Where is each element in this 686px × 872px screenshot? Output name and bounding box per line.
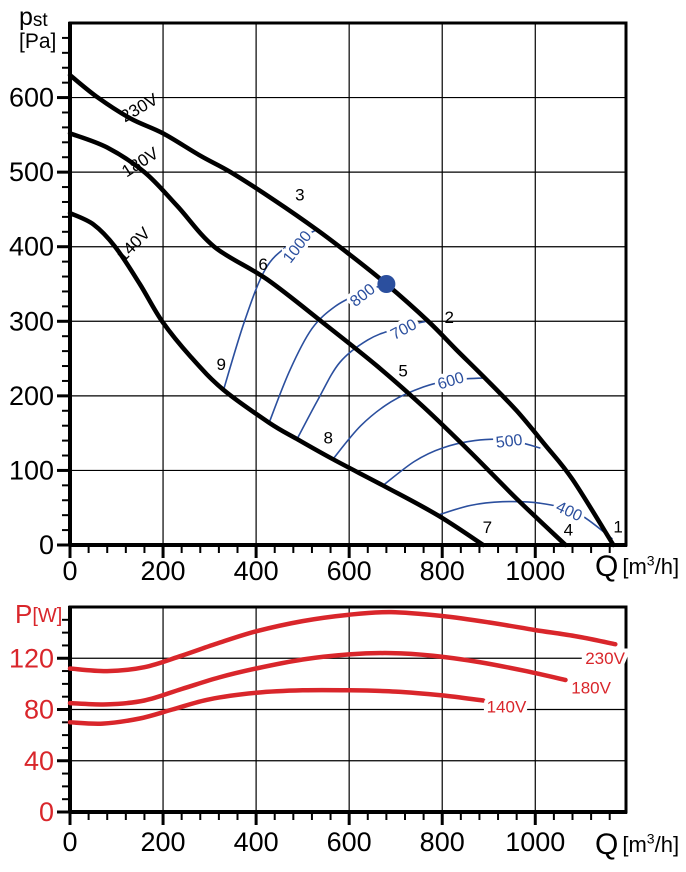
measurement-point-labels: 1 2 3 4 5 6 7 8 9 [216,185,622,539]
flow-symbol: Q [595,550,619,583]
svg-text:200: 200 [141,556,186,586]
svg-text:800: 800 [420,827,465,857]
power-series-label-140V: 140V [487,698,527,717]
point-label-8: 8 [323,429,332,448]
power-curve-140V [67,687,486,726]
power-y-unit: [W] [32,605,63,627]
point-label-9: 9 [216,355,225,374]
svg-text:600: 600 [327,556,372,586]
pressure-y-symbol: p [19,3,33,31]
rpm-curve-500 [382,438,541,486]
pressure-ticks [57,36,611,558]
svg-text:1000: 1000 [505,556,565,586]
pressure-series-label-180V: 180V [118,143,162,181]
pressure-gridlines [70,23,626,545]
point-label-4: 4 [564,520,573,539]
pressure-y-subscript: st [32,10,48,31]
rpm-curve-1000 [222,228,318,391]
svg-text:100: 100 [9,455,54,485]
svg-text:500: 500 [9,157,54,187]
svg-text:800: 800 [420,556,465,586]
rpm-label-500: 500 [495,432,524,452]
svg-text:40: 40 [24,746,54,776]
rpm-curves [222,228,613,540]
svg-text:400: 400 [9,232,54,262]
rpm-label-700: 700 [388,316,420,344]
pressure-curve-140V [67,210,486,548]
svg-text:400: 400 [234,827,279,857]
power-y-axis-label: P[W] [15,599,63,629]
pressure-curve-230V [67,72,616,548]
point-label-2: 2 [444,308,453,327]
point-label-3: 3 [295,185,304,204]
svg-text:80: 80 [24,695,54,725]
point-label-5: 5 [398,361,407,380]
power-curve-230V [67,609,618,674]
svg-text:200: 200 [141,827,186,857]
pressure-curve-180V [67,131,568,548]
power-tick-labels: 0 200 400 600 800 1000 0 40 80 120 [9,643,565,857]
rpm-label-600: 600 [436,369,467,393]
pressure-y-axis-label: pst [Pa] [19,4,56,53]
svg-text:0: 0 [62,556,77,586]
svg-text:600: 600 [327,827,372,857]
svg-text:200: 200 [9,381,54,411]
svg-text:1000: 1000 [505,827,565,857]
pressure-series-label-140V: 140V [113,223,155,265]
svg-text:0: 0 [62,827,77,857]
point-label-1: 1 [613,517,622,536]
svg-text:300: 300 [9,306,54,336]
svg-text:0: 0 [39,530,54,560]
rpm-curve-800 [268,283,387,423]
point-label-6: 6 [258,255,267,274]
point-label-7: 7 [483,518,492,537]
svg-text:0: 0 [39,797,54,827]
power-gridlines [70,607,626,812]
svg-text:600: 600 [9,83,54,113]
power-y-symbol: P [15,599,33,629]
power-series-label-230V: 230V [585,649,625,668]
rpm-label-800: 800 [347,281,379,311]
pressure-x-axis-label: Q [m3/h] [595,550,680,583]
flow-symbol: Q [595,828,619,861]
pressure-chart: 0 200 400 600 800 100001002003004005006001000… [9,21,628,586]
pressure-tick-labels: 0 200 400 600 800 1000 0 100 200 300 400 500 600 [9,83,565,586]
power-chart: 0 200 400 600 800 1000 0 40 80 120 230V 180V 140V [9,605,630,857]
power-series-label-180V: 180V [571,678,611,697]
power-curve-180V [67,650,568,707]
svg-text:400: 400 [234,556,279,586]
pressure-y-unit: [Pa] [19,30,57,54]
power-ticks [57,618,611,825]
operating-point-marker [377,275,396,293]
power-x-axis-label: Q [m3/h] [595,828,680,861]
svg-text:120: 120 [9,643,54,673]
